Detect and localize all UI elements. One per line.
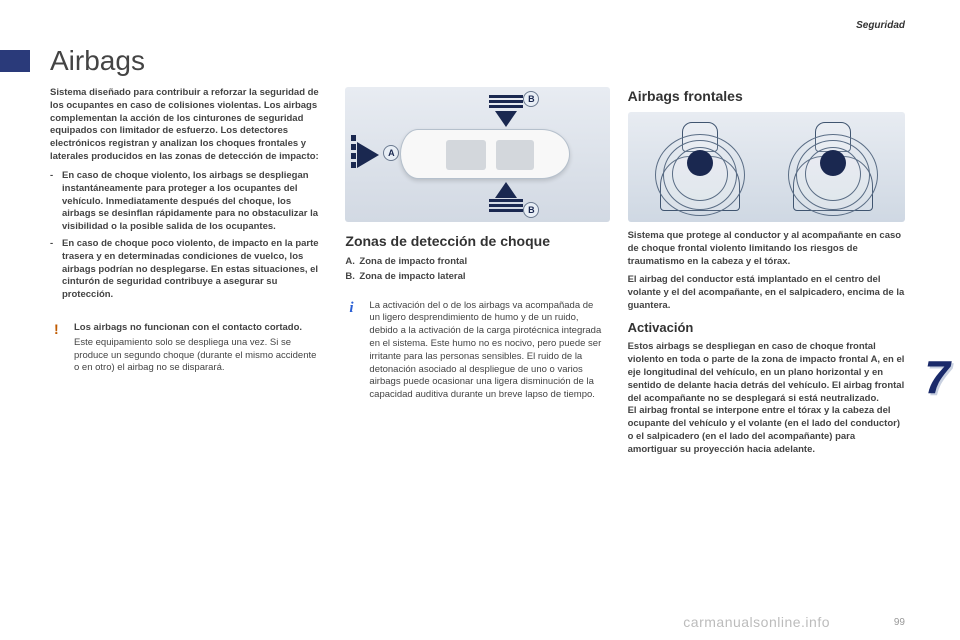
column-3: Airbags frontales	[628, 87, 905, 463]
side-arrow-bars-top	[489, 95, 523, 110]
activation-heading: Activación	[628, 319, 905, 337]
warning-icon: !	[54, 320, 59, 339]
bullet-list: En caso de choque violento, los airbags …	[50, 170, 327, 302]
label-b-bot: B	[523, 202, 539, 218]
impact-zones-diagram: A B B	[345, 87, 609, 222]
footer-watermark: carmanualsonline.info	[683, 614, 830, 630]
frontal-airbag-diagram	[628, 112, 905, 222]
warning-box: ! Los airbags no funcionan con el contac…	[50, 316, 327, 381]
side-arrow-bars-bot	[489, 199, 523, 214]
column-2: A B B Zonas de detección de choque A.Zon…	[345, 87, 609, 463]
front-arrow-icon	[357, 142, 379, 168]
label-a: A	[383, 145, 399, 161]
zones-heading: Zonas de detección de choque	[345, 232, 609, 251]
page-content: Airbags Sistema diseñado para contribuir…	[0, 0, 960, 640]
warning-body: Este equipamiento solo se despliega una …	[74, 337, 316, 374]
page-title: Airbags	[50, 45, 905, 77]
intro-text: Sistema diseñado para contribuir a refor…	[50, 87, 327, 164]
side-arrow-bot-icon	[495, 182, 517, 198]
legend-a: A.Zona de impacto frontal	[345, 256, 609, 269]
legend-b: B.Zona de impacto lateral	[345, 271, 609, 284]
car-shape	[400, 129, 570, 179]
frontal-title: Airbags frontales	[628, 87, 905, 106]
front-arrow-bars	[351, 135, 356, 175]
frontal-p2: El airbag del conductor está implantado …	[628, 274, 905, 312]
activation-body: Estos airbags se despliegan en caso de c…	[628, 341, 905, 456]
frontal-p1: Sistema que protege al conductor y al ac…	[628, 230, 905, 268]
columns: Sistema diseñado para contribuir a refor…	[50, 87, 905, 463]
label-b-top: B	[523, 91, 539, 107]
bullet-1: En caso de choque violento, los airbags …	[50, 170, 327, 234]
info-icon: i	[349, 298, 353, 318]
side-arrow-top-icon	[495, 111, 517, 127]
seat-left	[633, 112, 766, 222]
info-box: i La activación del o de los airbags va …	[345, 296, 609, 407]
column-1: Sistema diseñado para contribuir a refor…	[50, 87, 327, 463]
seat-right	[766, 112, 899, 222]
bullet-2: En caso de choque poco violento, de impa…	[50, 238, 327, 302]
page-number: 99	[894, 617, 905, 628]
info-text: La activación del o de los airbags va ac…	[369, 300, 601, 401]
chapter-number: 7	[924, 350, 950, 404]
warning-bold: Los airbags no funcionan con el contacto…	[74, 322, 321, 335]
